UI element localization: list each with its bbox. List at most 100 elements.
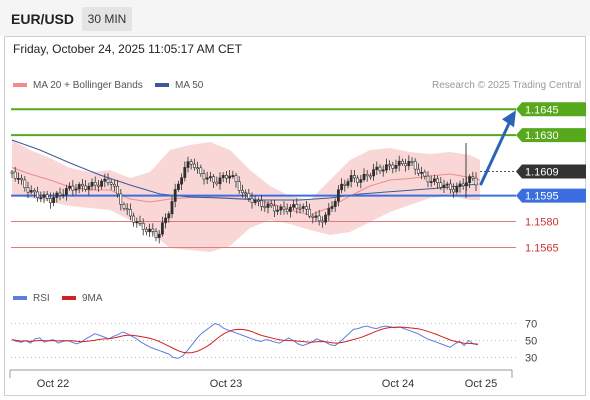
rsi-9ma-line xyxy=(11,326,479,354)
level-1-1609-tag xyxy=(516,164,586,179)
candle-body xyxy=(407,161,411,167)
candle-body xyxy=(93,182,97,186)
candle-body xyxy=(247,193,251,199)
candle-body xyxy=(426,175,430,183)
candle-body xyxy=(324,214,328,223)
candle-body xyxy=(432,178,436,182)
candle-body xyxy=(263,206,267,208)
candle-body xyxy=(269,203,273,207)
candle-body xyxy=(42,194,46,198)
source-credit: Research © 2025 Trading Central xyxy=(432,80,582,91)
candle-body xyxy=(394,165,398,169)
candle-body xyxy=(375,166,379,170)
candle-body xyxy=(359,179,363,183)
candle-body xyxy=(52,197,56,203)
legend-rsi: RSI xyxy=(13,293,50,304)
candle-body xyxy=(346,181,350,186)
candle-body xyxy=(471,176,475,179)
candle-body xyxy=(384,164,388,171)
candle-body xyxy=(231,175,235,178)
candle-body xyxy=(29,190,33,193)
candle-body xyxy=(343,183,347,186)
candle-body xyxy=(116,186,120,195)
candle-body xyxy=(298,207,302,210)
header-bar: EUR/USD 30 MIN xyxy=(0,0,590,36)
candle-body xyxy=(356,177,360,183)
candle-body xyxy=(189,161,193,165)
rsi-tick-70: 70 xyxy=(525,319,537,331)
candle-body xyxy=(148,228,152,233)
candle-body xyxy=(314,215,318,218)
candle-body xyxy=(266,203,270,208)
candle-body xyxy=(327,208,331,216)
candle-body xyxy=(215,181,219,185)
candle-body xyxy=(135,221,139,224)
candle-body xyxy=(365,174,369,177)
candle-body xyxy=(304,206,308,210)
candle-body xyxy=(212,176,216,183)
candle-body xyxy=(336,189,340,202)
candle-body xyxy=(106,178,110,183)
legend-bollinger-swatch xyxy=(13,83,27,88)
legend-9ma-swatch xyxy=(62,296,76,301)
candle-body xyxy=(154,231,158,238)
legend-9ma-label: 9MA xyxy=(82,293,103,304)
candle-body xyxy=(381,169,385,172)
candle-body xyxy=(132,215,136,223)
candle-body xyxy=(177,183,180,190)
rsi-line xyxy=(11,322,479,359)
candle-body xyxy=(113,184,116,187)
instrument-title: EUR/USD xyxy=(11,11,75,27)
candle-body xyxy=(199,167,203,175)
candle-body xyxy=(420,171,424,174)
candle-body xyxy=(474,177,478,186)
candle-body xyxy=(36,191,40,198)
candle-body xyxy=(141,223,145,230)
timeframe-badge[interactable]: 30 MIN xyxy=(82,7,132,31)
candle-body xyxy=(378,166,382,172)
level-1-1580-label: 1.1580 xyxy=(525,217,559,229)
candle-body xyxy=(234,175,238,182)
candle-body xyxy=(404,163,408,167)
level-1-1645-tag xyxy=(516,102,586,117)
candle-body xyxy=(225,175,228,179)
candle-body xyxy=(423,171,427,177)
level-1-1609-label: 1.1609 xyxy=(525,166,559,178)
legend-bollinger-label: MA 20 + Bollinger Bands xyxy=(33,80,143,91)
candle-body xyxy=(330,206,334,209)
candle-body xyxy=(164,217,168,224)
candle-body xyxy=(320,220,324,223)
candle-body xyxy=(244,192,248,195)
forecast-arrow-head xyxy=(502,110,516,128)
candle-body xyxy=(186,161,190,168)
candle-body xyxy=(68,185,72,189)
candle-body xyxy=(209,176,212,179)
candle-body xyxy=(308,208,312,217)
x-tick-label: Oct 23 xyxy=(210,378,242,390)
candle-body xyxy=(228,175,232,179)
candle-body xyxy=(276,209,280,212)
candle-body xyxy=(151,228,155,232)
candle-body xyxy=(202,173,206,180)
candle-body xyxy=(13,171,17,179)
candle-body xyxy=(340,183,344,191)
candle-body xyxy=(445,183,449,186)
legend-ma50-label: MA 50 xyxy=(175,80,204,91)
candle-body xyxy=(400,160,404,164)
candle-body xyxy=(458,183,462,187)
candle-body xyxy=(157,233,161,238)
candle-body xyxy=(311,215,315,218)
candle-body xyxy=(58,192,62,196)
candle-body xyxy=(193,163,196,168)
candle-body xyxy=(349,175,353,182)
candle-body xyxy=(218,177,222,185)
candle-body xyxy=(205,177,209,180)
candle-body xyxy=(292,204,296,208)
legend-rsi-swatch xyxy=(13,296,27,301)
datetime-label: Friday, October 24, 2025 11:05:17 AM CET xyxy=(13,42,243,56)
candle-body xyxy=(119,193,123,205)
candle-body xyxy=(368,175,372,178)
candle-body xyxy=(90,182,94,187)
